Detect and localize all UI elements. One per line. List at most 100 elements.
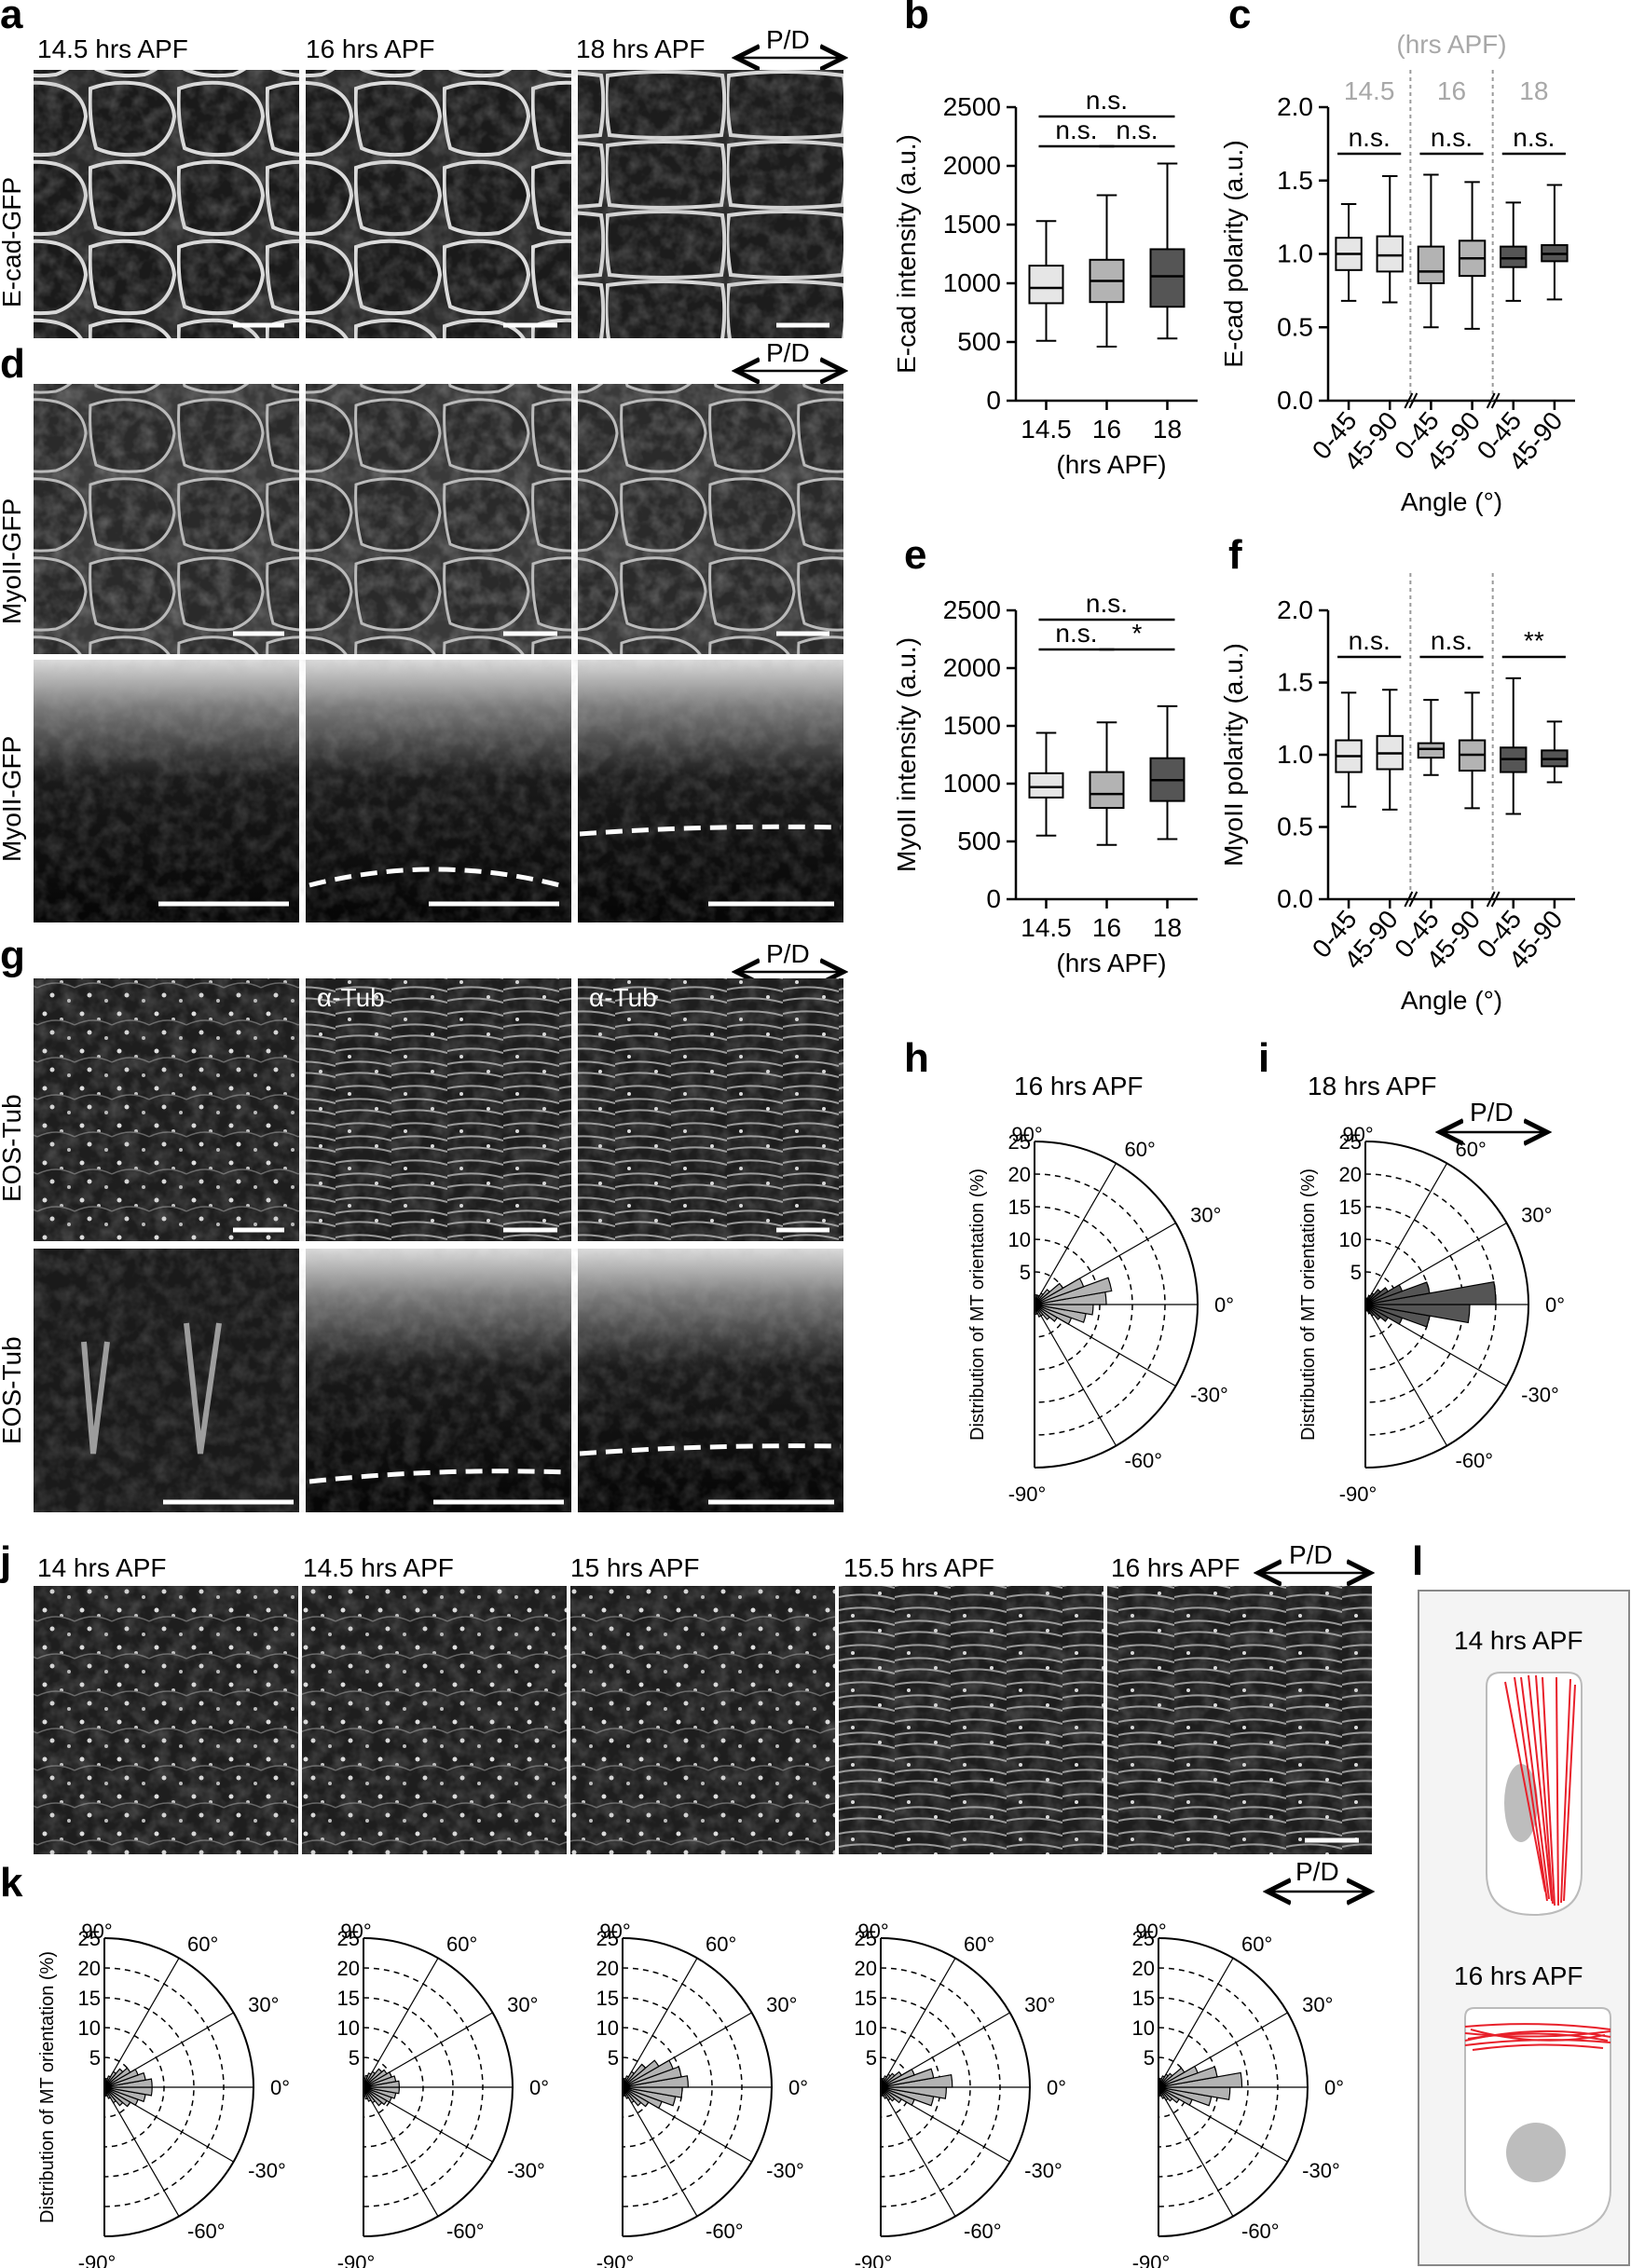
- angle-label: -60°: [1241, 2220, 1280, 2243]
- pd-arrow-d: P/D: [736, 338, 843, 371]
- radial-tick-label: 5: [1350, 1261, 1362, 1284]
- panel-letter-l: l: [1412, 1538, 1423, 1584]
- angle-label: -90°: [855, 2251, 893, 2268]
- radial-tick-label: 5: [349, 2046, 360, 2070]
- microtubules-planar: [1464, 2023, 1611, 2051]
- a-col-label-3: 18 hrs APF: [576, 34, 706, 63]
- y-tick-label: 500: [957, 327, 1001, 356]
- radial-tick-label: 10: [855, 2016, 877, 2040]
- radial-tick-label: 15: [78, 1987, 101, 2010]
- y-tick-label: 1000: [943, 268, 1001, 297]
- angle-label: 0°: [788, 2076, 808, 2099]
- j-col-label-5: 16 hrs APF: [1111, 1553, 1240, 1582]
- pd-label: P/D: [1470, 1098, 1514, 1127]
- spoke: [622, 1958, 698, 2088]
- radial-ring: [1034, 1238, 1101, 1371]
- boxplot-b: 0 500 1000 1500 2000 2500 E-cad intensity (a.u…: [892, 86, 1198, 479]
- panel-letter-j: j: [0, 1538, 11, 1584]
- radial-ring: [1158, 1997, 1249, 2178]
- radial-tick-label: 25: [337, 1927, 360, 1950]
- pd-arrow-g: P/D: [736, 939, 843, 972]
- radial-ring: [1034, 1173, 1166, 1436]
- radial-tick-label: 25: [1008, 1130, 1031, 1154]
- y-tick-label: 2.0: [1277, 92, 1313, 121]
- box-2: [1149, 162, 1186, 340]
- axis-break: [1404, 891, 1414, 908]
- basal-dashed-line: [308, 867, 568, 890]
- a-row-label: E-cad-GFP: [0, 177, 26, 307]
- y-tick-label: 2500: [943, 595, 1001, 624]
- angle-label: 0°: [1545, 1293, 1565, 1317]
- basal-dashed-line: [308, 1469, 568, 1484]
- y-axis-label: E-cad intensity (a.u.): [892, 134, 921, 374]
- box-1: [1089, 194, 1125, 348]
- angle-label: -90°: [1132, 2251, 1171, 2268]
- radial-tick-label: 25: [1132, 1927, 1155, 1950]
- y-axis-label: MyoII intensity (a.u.): [892, 637, 921, 872]
- d-images: [34, 384, 843, 922]
- angle-label: 0°: [1047, 2076, 1066, 2099]
- radial-tick-label: 10: [1132, 2016, 1155, 2040]
- angle-label: 60°: [964, 1933, 994, 1956]
- significance-label: *: [1132, 619, 1143, 648]
- angle-label: 60°: [1241, 1933, 1272, 1956]
- histogram-wedge: [363, 2068, 383, 2088]
- angle-label: -30°: [766, 2159, 804, 2182]
- polar-title: 16 hrs APF: [1014, 1072, 1144, 1100]
- y-tick-label: 1.5: [1277, 166, 1313, 195]
- radial-tick-label: 5: [608, 2046, 619, 2070]
- angle-label: -90°: [1008, 1482, 1047, 1506]
- spoke: [1158, 1958, 1234, 2088]
- pd-arrow-i: P/D: [1440, 1098, 1547, 1132]
- radial-ring: [1034, 1271, 1068, 1338]
- angle-label: 30°: [766, 1993, 797, 2016]
- y-axis-label: Distribution of MT orientation (%): [37, 1951, 58, 2223]
- radial-ring: [1364, 1173, 1497, 1436]
- box-2: [1417, 699, 1446, 776]
- histogram-wedge: [363, 2077, 366, 2088]
- radial-tick-label: 20: [78, 1957, 101, 1980]
- histogram-wedge: [622, 2080, 624, 2088]
- significance-label: n.s.: [1116, 116, 1158, 144]
- box-3: [1458, 181, 1487, 330]
- box-iqr: [1376, 235, 1404, 273]
- y-tick-label: 2.0: [1277, 595, 1313, 624]
- j-col-label-3: 15 hrs APF: [570, 1553, 700, 1582]
- boxplot-e: 0 500 1000 1500 2000 2500 MyoII intensity (a.u…: [892, 589, 1198, 977]
- y-axis-label: MyoII polarity (a.u.): [1219, 643, 1248, 867]
- y-tick-label: 2000: [943, 151, 1001, 180]
- axis-break: [1490, 392, 1501, 409]
- box-4: [1500, 201, 1528, 302]
- radial-tick-label: 10: [337, 2016, 360, 2040]
- radial-tick-label: 10: [1008, 1228, 1031, 1251]
- histogram-wedge: [103, 2068, 124, 2088]
- panel-letter-g: g: [0, 933, 25, 978]
- panel-letter-a: a: [0, 0, 23, 37]
- box-iqr: [1028, 772, 1064, 799]
- axis-break: [1486, 392, 1496, 409]
- angle-label: 0°: [529, 2076, 549, 2099]
- j-col-label-4: 15.5 hrs APF: [843, 1553, 994, 1582]
- significance-label: **: [1524, 626, 1544, 655]
- angle-label: -90°: [596, 2251, 635, 2268]
- j-images: [34, 1586, 1372, 1854]
- y-tick-label: 500: [957, 827, 1001, 855]
- radial-ring: [880, 2056, 911, 2118]
- panel-letter-b: b: [904, 0, 929, 37]
- x-tick-label: 16: [1092, 415, 1121, 444]
- radial-ring: [1364, 1271, 1399, 1338]
- angle-label: 90°: [1342, 1123, 1373, 1146]
- spoke: [622, 2086, 698, 2217]
- angle-label: -30°: [507, 2159, 545, 2182]
- x-axis-label: Angle (°): [1401, 487, 1502, 516]
- box-iqr: [1089, 771, 1125, 810]
- x-tick-label: 14.5: [1021, 913, 1072, 942]
- g-row-label-bottom: EOS-Tub: [0, 1336, 26, 1444]
- nucleus: [1506, 2123, 1566, 2182]
- box-0: [1028, 220, 1064, 342]
- pd-label: P/D: [1295, 1857, 1339, 1886]
- radial-tick-label: 20: [1008, 1163, 1031, 1186]
- panel-letter-k: k: [0, 1860, 23, 1906]
